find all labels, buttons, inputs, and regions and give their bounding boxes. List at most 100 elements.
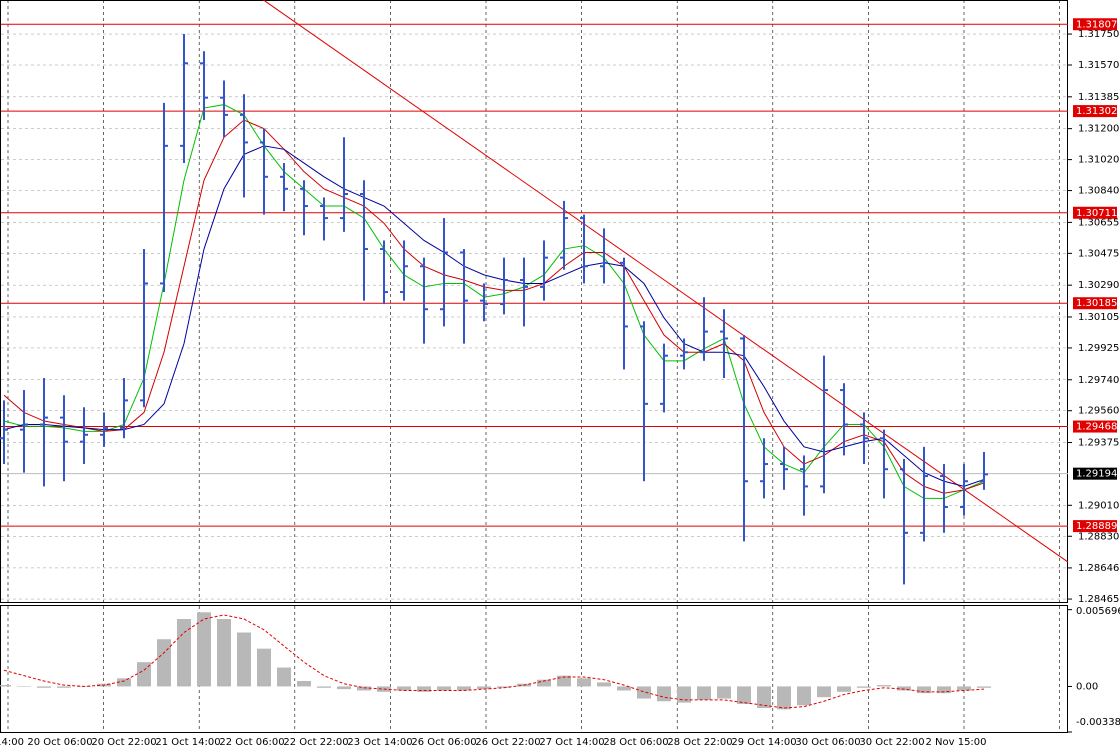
histogram-bar: [17, 686, 31, 687]
x-tick-label: 23 Oct 14:00: [347, 737, 412, 748]
y-tick-label: 1.31750: [1078, 29, 1119, 40]
indicator-tick-label: 0.005696: [1076, 606, 1120, 617]
main-panel-frame: [0, 0, 1068, 603]
histogram-bar: [777, 686, 791, 710]
y-tick-label: 1.29925: [1078, 343, 1119, 354]
y-tick-label: 1.30655: [1078, 217, 1119, 228]
histogram-bar: [637, 686, 651, 699]
histogram-bar: [617, 686, 631, 691]
histogram-bar: [817, 686, 831, 698]
x-tick-label: 14:00: [0, 737, 24, 748]
level-label: 1.31807: [1076, 19, 1117, 30]
histogram-bar: [837, 686, 851, 692]
histogram-bar: [0, 685, 11, 687]
level-tag: [1073, 18, 1117, 31]
moving-average: [3, 145, 985, 487]
histogram-bar: [497, 686, 511, 688]
x-tick-label: 29 Oct 14:00: [731, 737, 796, 748]
histogram-bar: [397, 686, 411, 691]
moving-average: [3, 119, 985, 494]
histogram-bar: [197, 612, 211, 687]
level-label: 1.29468: [1076, 422, 1117, 433]
histogram-bar: [217, 619, 231, 687]
x-tick-label: 30 Oct 22:00: [859, 737, 924, 748]
histogram-bar: [757, 686, 771, 709]
x-tick-label: 26 Oct 22:00: [475, 737, 540, 748]
level-tag: [1073, 105, 1117, 118]
histogram-bar: [577, 678, 591, 687]
level-label: 1.28889: [1076, 521, 1117, 532]
histogram-bar: [897, 686, 911, 691]
histogram-bar: [257, 648, 271, 687]
y-tick-label: 1.28465: [1078, 594, 1119, 605]
x-tick-label: 28 Oct 06:00: [603, 737, 668, 748]
histogram-bar: [297, 681, 311, 687]
current-price-tag: [1073, 467, 1117, 480]
histogram-bar: [557, 675, 571, 687]
histogram-bar: [917, 686, 931, 694]
x-tick-label: 20 Oct 22:00: [91, 737, 156, 748]
histogram-bar: [857, 686, 871, 688]
histogram-bar: [677, 686, 691, 703]
histogram-bar: [137, 662, 151, 687]
signal-line: [3, 614, 985, 709]
x-tick-label: 28 Oct 22:00: [667, 737, 732, 748]
histogram-bar: [957, 686, 971, 691]
histogram-bar: [977, 686, 991, 688]
histogram-bar: [657, 686, 671, 702]
histogram-bar: [877, 685, 891, 687]
histogram-bar: [597, 682, 611, 687]
x-tick-label: 27 Oct 14:00: [539, 737, 604, 748]
level-tag: [1073, 297, 1117, 310]
level-tag: [1073, 420, 1117, 433]
y-tick-label: 1.30840: [1078, 186, 1119, 197]
level-label: 1.31302: [1076, 106, 1117, 117]
x-tick-label: 30 Oct 06:00: [795, 737, 860, 748]
indicator-panel-frame: [0, 605, 1068, 733]
x-tick-label: 26 Oct 06:00: [411, 737, 476, 748]
histogram-bar: [457, 686, 471, 691]
x-tick-label: 22 Oct 06:00: [219, 737, 284, 748]
x-tick-label: 21 Oct 14:00: [155, 737, 220, 748]
histogram-bar: [357, 686, 371, 691]
y-tick-label: 1.30475: [1078, 248, 1119, 259]
x-tick-label: 20 Oct 06:00: [27, 737, 92, 748]
current-price-label: 1.29194: [1076, 469, 1117, 480]
y-tick-label: 1.29560: [1078, 406, 1119, 417]
histogram-bar: [537, 679, 551, 687]
histogram-bar: [277, 667, 291, 687]
vertical-grid: [7, 0, 1060, 732]
y-tick-label: 1.31200: [1078, 124, 1119, 135]
histogram-bar: [117, 678, 131, 687]
histogram-bar: [317, 686, 331, 688]
histogram-bar: [337, 686, 351, 690]
y-tick-label: 1.30105: [1078, 312, 1119, 323]
y-tick-label: 1.29010: [1078, 500, 1119, 511]
y-tick-label: 1.31020: [1078, 155, 1119, 166]
histogram-bar: [437, 686, 451, 691]
y-tick-label: 1.28830: [1078, 531, 1119, 542]
level-tag: [1073, 520, 1117, 533]
y-tick-label: 1.31570: [1078, 60, 1119, 71]
level-label: 1.30185: [1076, 298, 1117, 309]
y-tick-label: 1.29740: [1078, 375, 1119, 386]
y-tick-label: 1.29375: [1078, 438, 1119, 449]
indicator-tick-label: -0.00338: [1076, 717, 1120, 728]
x-tick-label: 22 Oct 22:00: [283, 737, 348, 748]
y-tick-label: 1.30290: [1078, 280, 1119, 291]
indicator-tick-label: 0.00: [1076, 681, 1098, 692]
histogram-bar: [717, 686, 731, 699]
trendline: [262, 0, 1069, 563]
histogram-bar: [937, 686, 951, 694]
histogram-bar: [797, 686, 811, 706]
histogram-bar: [157, 639, 171, 687]
y-tick-label: 1.31385: [1078, 92, 1119, 103]
x-tick-label: 2 Nov 15:00: [925, 737, 986, 748]
histogram-bar: [37, 686, 51, 688]
level-label: 1.30711: [1076, 208, 1117, 219]
histogram-bar: [737, 686, 751, 704]
level-tag: [1073, 206, 1117, 219]
histogram-bar: [477, 686, 491, 690]
y-tick-label: 1.28646: [1078, 563, 1119, 574]
